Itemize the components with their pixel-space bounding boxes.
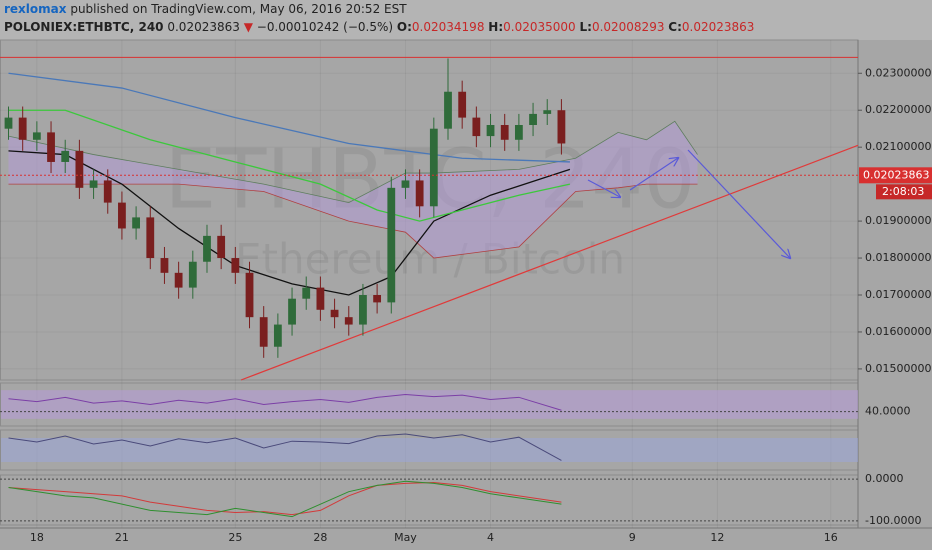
o-label: O:	[397, 20, 412, 34]
candle-body	[245, 272, 254, 318]
indicator-band	[1, 438, 858, 462]
arrow	[687, 149, 790, 258]
candle-body	[316, 287, 325, 310]
x-tick-label: 9	[629, 531, 636, 544]
x-tick-label: 18	[30, 531, 44, 544]
y-tick-label: 0.01600000	[865, 325, 931, 338]
x-tick-label: 16	[824, 531, 838, 544]
header-line: rexlomax published on TradingView.com, M…	[4, 2, 407, 16]
candle-body	[415, 180, 424, 207]
published: published on TradingView.com, May 06, 20…	[70, 2, 407, 16]
y-tick-label: 0.01900000	[865, 214, 931, 227]
y-tick-label: 0.02100000	[865, 140, 931, 153]
change-arrow: ▼	[244, 20, 254, 34]
moving-average	[8, 109, 571, 222]
candle-body	[444, 91, 452, 129]
candle-body	[330, 309, 339, 318]
arrow	[587, 179, 620, 197]
candle-body	[18, 117, 27, 140]
x-tick-label: 4	[487, 531, 494, 544]
cloud-lower	[8, 183, 698, 259]
high: 0.02035000	[503, 20, 576, 34]
y-tick-label: 0.02300000	[865, 66, 931, 79]
header-bg	[0, 0, 932, 40]
x-tick-label: 21	[115, 531, 129, 544]
x-tick-label: 25	[228, 531, 242, 544]
l-label: L:	[579, 20, 591, 34]
countdown-box	[876, 184, 932, 200]
y-tick-label: 0.01800000	[865, 251, 931, 264]
candle-body	[118, 202, 126, 229]
moving-average	[8, 72, 570, 163]
y-tick-label: 40.0000	[865, 405, 911, 418]
symbol: POLONIEX:ETHBTC, 240	[4, 20, 164, 34]
candle-body	[174, 272, 183, 288]
candle-body	[132, 217, 140, 229]
candle-body	[203, 235, 211, 262]
last-price-box	[859, 167, 932, 184]
trendline	[240, 144, 859, 381]
candle-body	[188, 261, 197, 288]
candle-body	[401, 180, 410, 188]
candle-body	[557, 110, 566, 144]
indicator-line	[8, 480, 562, 518]
candle-body	[543, 110, 552, 114]
candle-body	[4, 117, 13, 129]
candle-body	[103, 180, 112, 203]
cloud	[8, 121, 698, 259]
candle-body	[75, 150, 84, 188]
arrow	[629, 158, 678, 191]
candle-body	[344, 317, 353, 325]
candle-body	[217, 235, 226, 259]
indicator-line	[8, 433, 562, 461]
x-tick-label: 28	[313, 531, 327, 544]
y-tick-label: 0.0000	[865, 472, 904, 485]
candle-body	[89, 180, 98, 188]
y-tick-label: -100.0000	[865, 514, 921, 527]
candle-body	[302, 287, 311, 299]
y-tick-label: 0.02200000	[865, 103, 931, 116]
candle-body	[486, 125, 495, 137]
candle-body	[47, 132, 55, 162]
candle-body	[514, 125, 523, 140]
indicator-line	[8, 481, 562, 516]
author[interactable]: rexlomax	[4, 2, 67, 16]
candle-body	[429, 128, 438, 207]
candle-body	[529, 113, 537, 125]
y-tick-label: 0.01500000	[865, 362, 931, 375]
x-tick-label: 12	[710, 531, 724, 544]
countdown: 2:08:03	[882, 185, 924, 198]
close: 0.02023863	[682, 20, 755, 34]
candle-body	[373, 295, 382, 303]
indicator-line	[8, 393, 562, 411]
projection-arrows	[587, 149, 790, 258]
candle-body	[273, 324, 282, 347]
candle-body	[472, 117, 481, 137]
change: −0.00010242 (−0.5%)	[257, 20, 393, 34]
h-label: H:	[488, 20, 503, 34]
candle-body	[458, 91, 467, 118]
candle-body	[32, 132, 41, 140]
candle-body	[146, 217, 155, 259]
symbol-line: POLONIEX:ETHBTC, 240 0.02023863 ▼ −0.000…	[4, 20, 754, 34]
candle-body	[359, 295, 367, 325]
candle-body	[231, 258, 240, 273]
last-price-label: 0.02023863	[863, 168, 929, 181]
candle-body	[288, 298, 296, 325]
y-tick-label: 0.01700000	[865, 288, 931, 301]
open: 0.02034198	[412, 20, 485, 34]
c-label: C:	[668, 20, 682, 34]
candle-body	[500, 125, 509, 140]
x-tick-label: May	[394, 531, 417, 544]
candle-body	[259, 317, 268, 347]
last: 0.02023863	[167, 20, 240, 34]
candle-body	[61, 150, 70, 162]
indicator-band	[1, 390, 858, 419]
candle-body	[160, 258, 169, 273]
candle-body	[387, 187, 396, 303]
low: 0.02008293	[592, 20, 665, 34]
